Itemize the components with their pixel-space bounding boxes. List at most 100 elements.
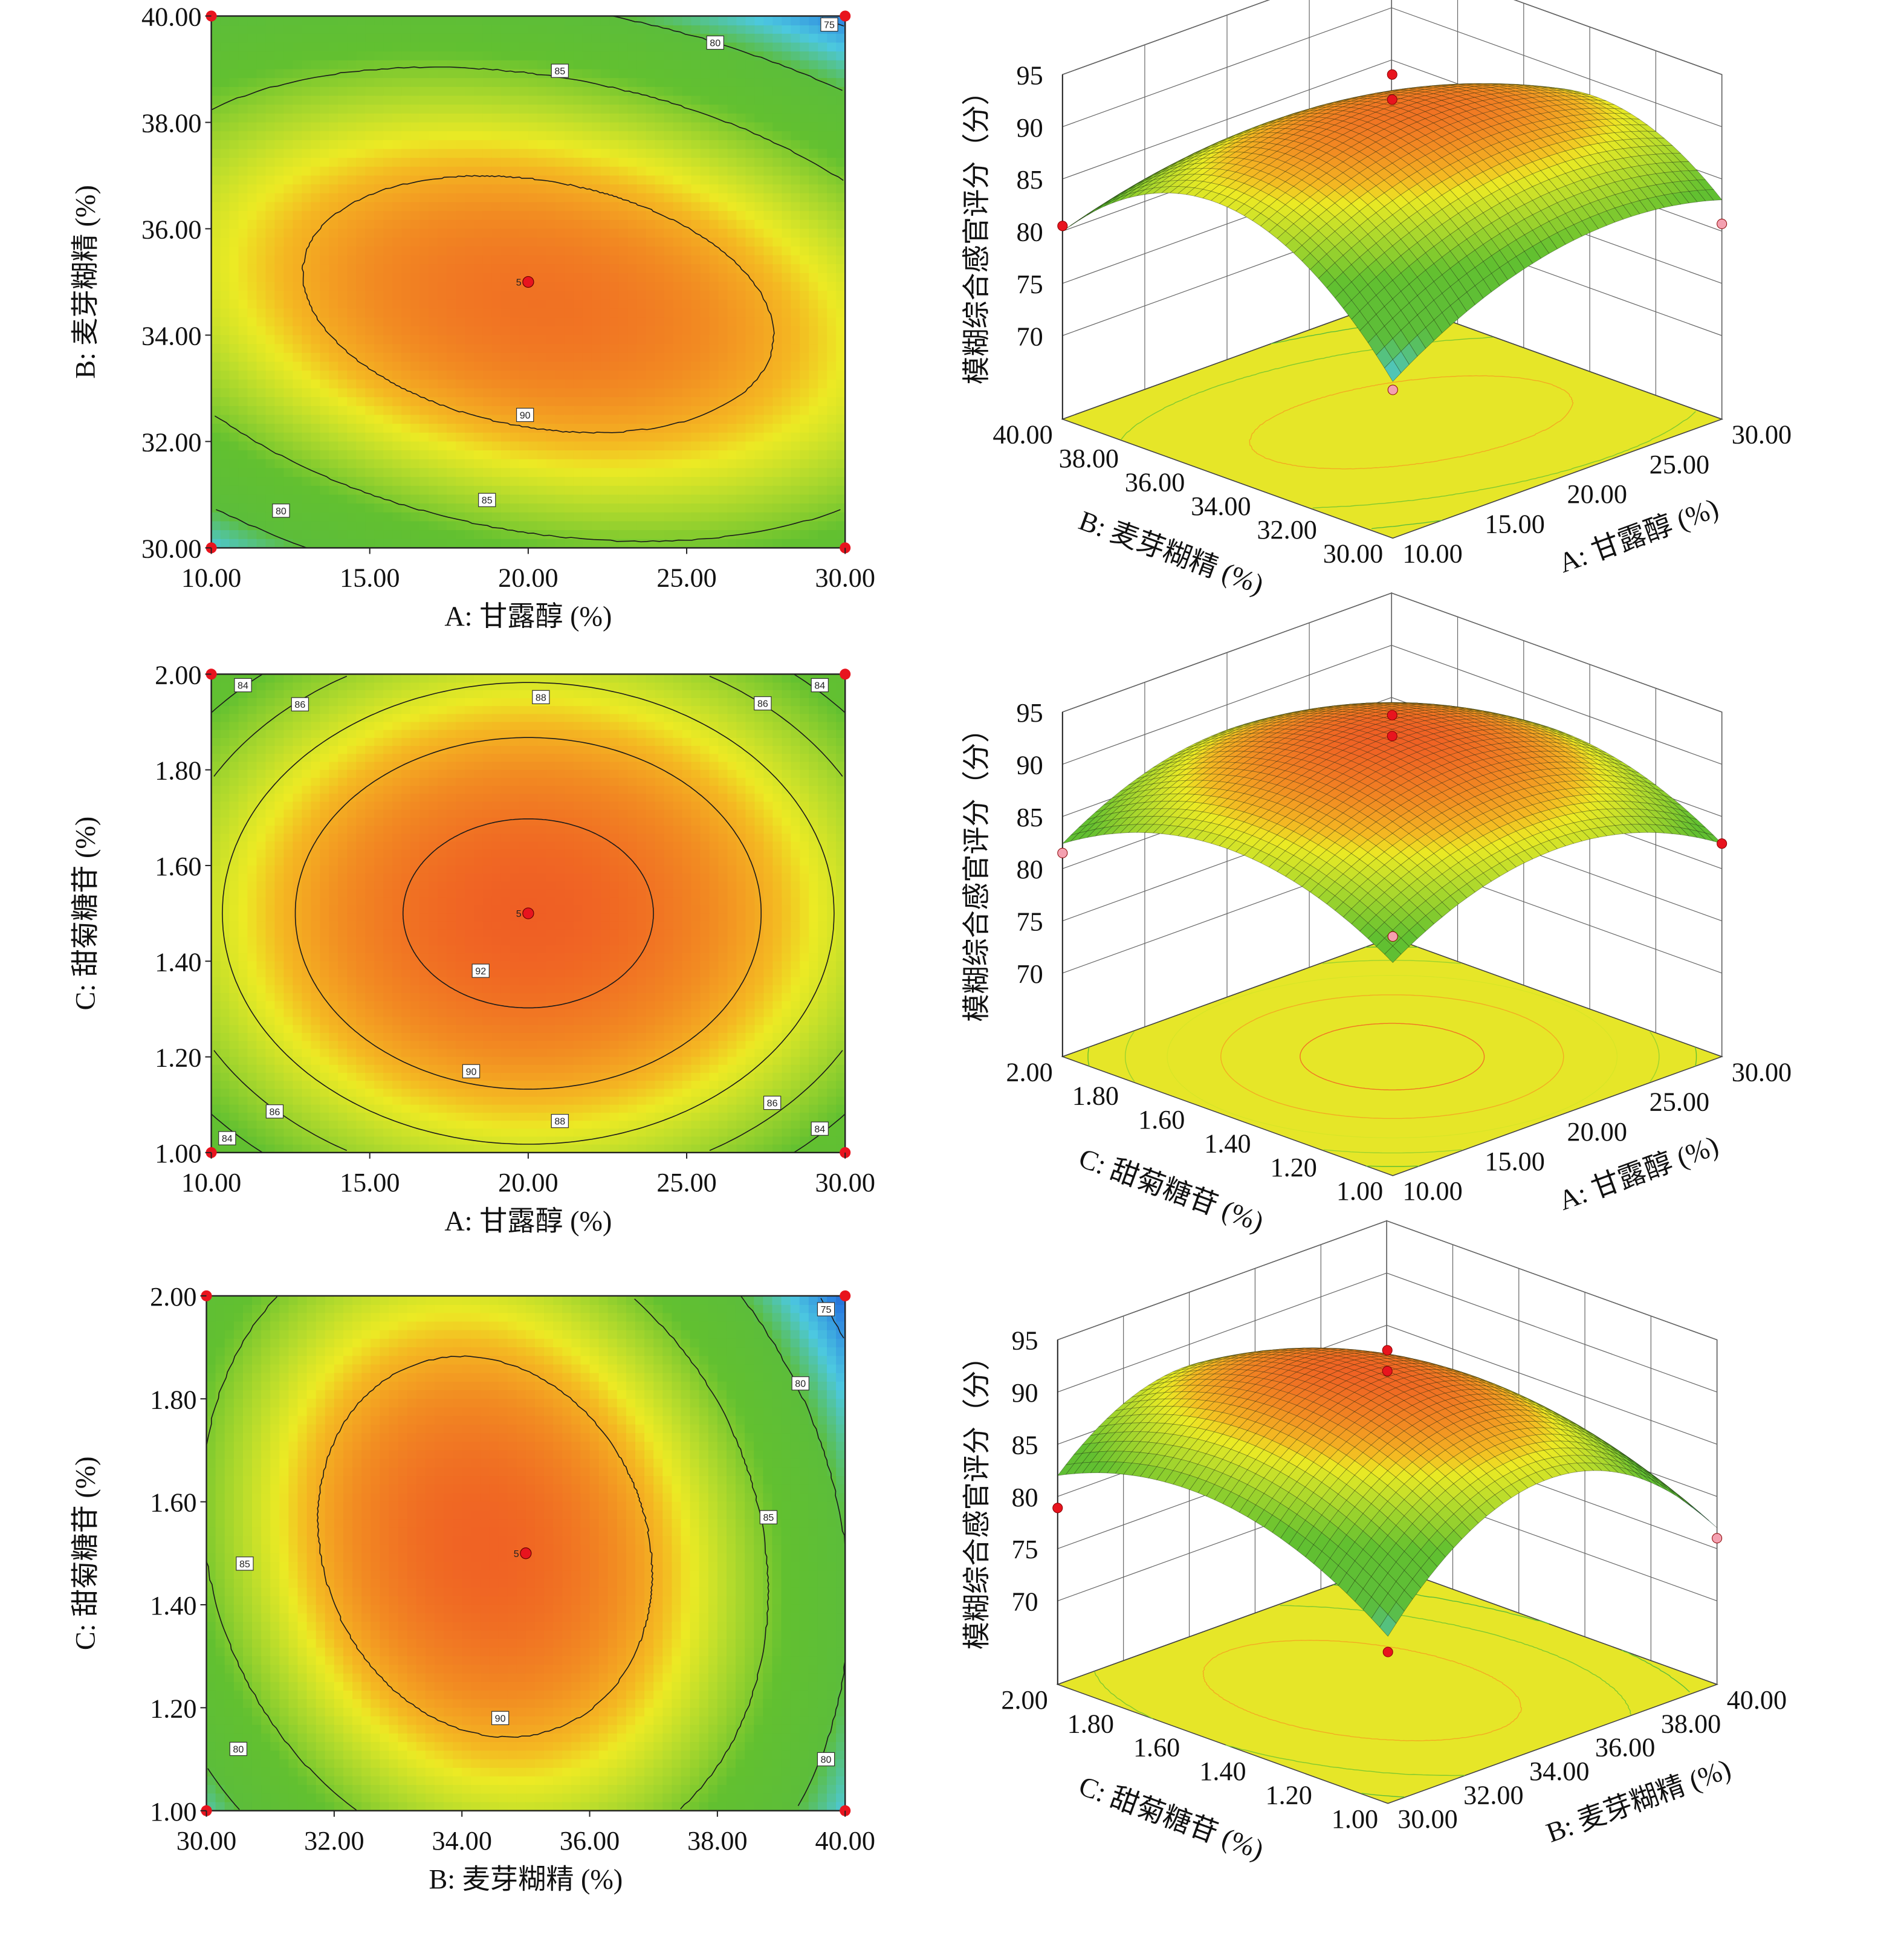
heat-cell xyxy=(519,511,529,522)
heat-cell xyxy=(818,60,828,70)
heat-cell xyxy=(265,953,276,962)
heat-cell xyxy=(664,254,674,265)
heat-cell xyxy=(338,60,348,70)
heat-cell xyxy=(537,397,547,406)
heat-cell xyxy=(791,184,801,193)
heat-cell xyxy=(500,166,511,176)
heat-cell xyxy=(238,157,248,167)
heat-cell xyxy=(736,77,746,87)
heat-cell xyxy=(438,467,447,478)
heat-cell xyxy=(772,201,783,212)
heat-cell xyxy=(745,281,756,291)
heat-cell xyxy=(283,1080,294,1089)
heat-cell xyxy=(528,86,538,96)
heat-cell xyxy=(818,42,828,52)
heat-cell xyxy=(772,378,783,389)
heat-cell xyxy=(392,503,402,513)
heat-cell xyxy=(782,281,792,291)
heat-cell xyxy=(293,193,303,202)
heat-cell xyxy=(482,476,493,486)
heat-cell xyxy=(274,352,285,362)
heat-cell xyxy=(600,95,610,105)
heat-cell xyxy=(519,370,529,380)
heat-cell xyxy=(211,856,221,866)
heat-cell xyxy=(220,51,230,60)
heat-cell xyxy=(311,51,321,60)
heat-cell xyxy=(256,352,267,362)
heat-cell xyxy=(691,538,701,548)
heat-cell xyxy=(283,698,294,707)
heat-cell xyxy=(220,681,230,690)
heat-cell xyxy=(791,387,801,398)
heat-cell xyxy=(229,817,239,826)
heat-cell xyxy=(311,1096,321,1105)
heat-cell xyxy=(754,538,765,548)
heat-cell xyxy=(664,467,674,478)
heat-cell xyxy=(211,193,221,202)
heat-cell xyxy=(646,317,656,326)
heat-cell xyxy=(338,485,348,495)
heat-cell xyxy=(754,148,765,158)
heat-cell xyxy=(727,201,737,212)
heat-cell xyxy=(438,458,447,468)
heat-cell xyxy=(500,140,511,149)
heat-cell xyxy=(591,450,601,459)
heat-cell xyxy=(374,42,384,52)
heat-cell xyxy=(772,272,783,282)
heat-cell xyxy=(655,361,665,371)
heat-cell xyxy=(537,299,547,309)
heat-cell xyxy=(220,849,230,858)
heat-cell xyxy=(302,467,312,478)
heat-cell xyxy=(302,921,312,930)
heat-cell xyxy=(591,308,601,318)
heat-cell xyxy=(546,245,556,256)
heat-cell xyxy=(438,317,447,326)
heat-cell xyxy=(627,131,638,140)
heat-cell xyxy=(836,485,846,495)
heat-cell xyxy=(311,121,321,132)
heat-cell xyxy=(356,228,366,238)
heat-cell xyxy=(582,467,592,478)
heat-cell xyxy=(356,325,366,335)
heat-cell xyxy=(229,1104,239,1113)
heat-cell xyxy=(491,201,502,212)
heat-cell xyxy=(827,450,837,459)
heat-cell xyxy=(419,16,429,25)
heat-cell xyxy=(582,432,592,442)
heat-cell xyxy=(247,953,257,962)
heat-cell xyxy=(220,476,230,486)
heat-cell xyxy=(546,343,556,353)
heat-cell xyxy=(256,968,267,977)
heat-cell xyxy=(491,441,502,451)
heat-cell xyxy=(482,423,493,433)
heat-cell xyxy=(510,317,520,326)
heat-cell xyxy=(438,193,447,202)
heat-cell xyxy=(447,51,456,60)
heat-cell xyxy=(618,458,629,468)
heat-cell xyxy=(274,992,285,1002)
heat-cell xyxy=(836,387,846,398)
heat-cell xyxy=(401,370,411,380)
heat-cell xyxy=(745,264,756,273)
heat-cell xyxy=(365,210,375,220)
heat-cell xyxy=(800,325,810,335)
heat-cell xyxy=(347,193,357,202)
heat-cell xyxy=(447,387,456,398)
heat-cell xyxy=(274,689,285,698)
heat-cell xyxy=(329,157,339,167)
heat-cell xyxy=(419,308,429,318)
heat-cell xyxy=(573,334,583,345)
heat-cell xyxy=(827,281,837,291)
heat-cell xyxy=(818,193,828,202)
heat-cell xyxy=(818,503,828,513)
heat-cell xyxy=(256,175,267,185)
heat-cell xyxy=(274,520,285,531)
heat-cell xyxy=(247,921,257,930)
heat-cell xyxy=(727,317,737,326)
heat-cell xyxy=(646,33,656,43)
heat-cell xyxy=(211,801,221,810)
heat-cell xyxy=(491,254,502,265)
heat-cell xyxy=(537,529,547,539)
heat-cell xyxy=(374,33,384,43)
heat-cell xyxy=(220,1000,230,1009)
